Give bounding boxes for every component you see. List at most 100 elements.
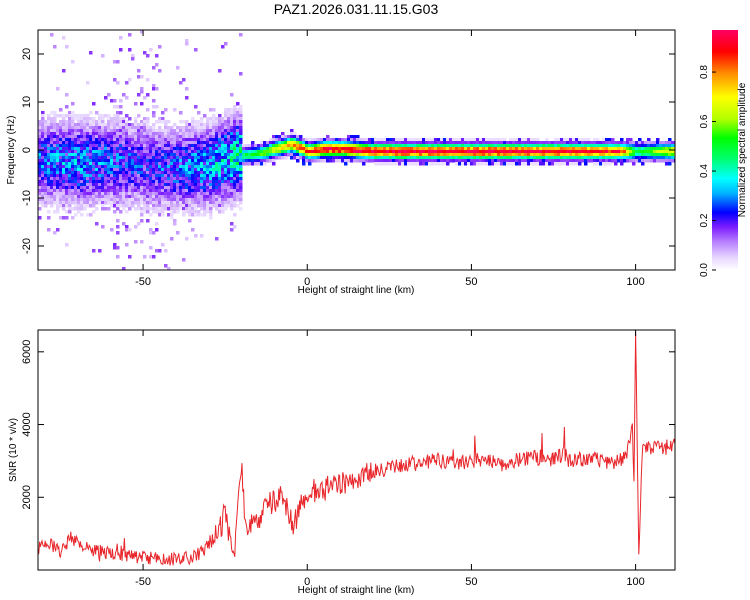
heat-cell xyxy=(143,171,147,175)
heat-cell xyxy=(245,150,249,154)
heat-cell xyxy=(152,177,156,181)
heat-cell xyxy=(308,144,312,148)
heat-cell xyxy=(83,150,87,154)
heat-cell xyxy=(491,138,495,142)
heat-cell xyxy=(140,135,144,139)
heat-cell xyxy=(59,189,63,193)
heat-cell xyxy=(530,159,534,163)
heat-cell xyxy=(128,228,132,232)
heat-cell xyxy=(233,168,237,172)
heat-cell xyxy=(68,180,72,184)
heat-cell xyxy=(185,207,189,211)
heat-cell xyxy=(509,156,513,160)
heat-cell xyxy=(92,156,96,160)
heat-cell xyxy=(179,201,183,205)
heat-cell xyxy=(458,162,462,166)
heat-cell xyxy=(194,150,198,154)
heat-cell xyxy=(158,201,162,205)
heat-cell xyxy=(56,228,60,232)
heat-cell xyxy=(470,150,474,154)
heat-cell xyxy=(245,153,249,157)
heat-cell xyxy=(203,150,207,154)
heat-cell xyxy=(191,207,195,211)
heat-cell xyxy=(179,189,183,193)
heat-cell xyxy=(80,126,84,130)
heat-cell xyxy=(350,144,354,148)
heat-cell xyxy=(254,159,258,163)
heat-cell xyxy=(548,150,552,154)
heat-cell xyxy=(215,207,219,211)
heat-cell xyxy=(293,132,297,136)
heat-cell xyxy=(650,144,654,148)
heat-cell xyxy=(104,174,108,178)
heat-cell xyxy=(71,141,75,145)
heat-cell xyxy=(557,138,561,142)
heat-cell xyxy=(47,120,51,124)
heat-cell xyxy=(71,102,75,106)
heat-cell xyxy=(506,156,510,160)
heat-cell xyxy=(158,69,162,73)
heat-cell xyxy=(89,129,93,133)
heat-cell xyxy=(470,147,474,151)
heat-cell xyxy=(131,156,135,160)
heat-cell xyxy=(101,165,105,169)
heat-cell xyxy=(143,147,147,151)
heat-cell xyxy=(56,141,60,145)
heat-cell xyxy=(74,165,78,169)
heat-cell xyxy=(71,201,75,205)
heat-cell xyxy=(128,117,132,121)
heat-cell xyxy=(212,123,216,127)
heat-cell xyxy=(104,183,108,187)
heat-cell xyxy=(623,144,627,148)
heat-cell xyxy=(209,180,213,184)
heat-cell xyxy=(446,156,450,160)
heat-cell xyxy=(239,150,243,154)
heat-cell xyxy=(131,177,135,181)
heat-cell xyxy=(155,156,159,160)
heat-cell xyxy=(89,195,93,199)
heat-cell xyxy=(215,159,219,163)
heat-cell xyxy=(86,213,90,217)
heat-cell xyxy=(233,150,237,154)
heat-cell xyxy=(188,162,192,166)
heat-cell xyxy=(131,126,135,130)
heat-cell xyxy=(485,138,489,142)
heat-cell xyxy=(329,150,333,154)
heat-cell xyxy=(218,120,222,124)
heat-cell xyxy=(188,123,192,127)
heat-cell xyxy=(221,123,225,127)
heat-cell xyxy=(332,144,336,148)
heat-cell xyxy=(425,138,429,142)
heat-cell xyxy=(296,150,300,154)
heat-cell xyxy=(215,117,219,121)
heat-cell xyxy=(572,159,576,163)
heat-cell xyxy=(92,117,96,121)
heat-cell xyxy=(113,150,117,154)
heat-cell xyxy=(53,210,57,214)
heat-cell xyxy=(656,144,660,148)
heat-cell xyxy=(44,204,48,208)
heat-cell xyxy=(77,126,81,130)
heat-cell xyxy=(95,201,99,205)
heat-cell xyxy=(212,108,216,112)
heat-cell xyxy=(602,153,606,157)
heat-cell xyxy=(596,141,600,145)
heat-cell xyxy=(332,156,336,160)
heat-cell xyxy=(131,201,135,205)
heat-cell xyxy=(152,135,156,139)
heat-cell xyxy=(59,135,63,139)
heat-cell xyxy=(461,141,465,145)
heat-cell xyxy=(80,162,84,166)
heat-cell xyxy=(530,147,534,151)
heat-cell xyxy=(200,132,204,136)
heat-cell xyxy=(218,144,222,148)
heat-cell xyxy=(62,153,66,157)
heat-cell xyxy=(170,195,174,199)
heat-cell xyxy=(50,201,54,205)
heat-cell xyxy=(326,156,330,160)
heat-cell xyxy=(77,144,81,148)
heat-cell xyxy=(176,135,180,139)
heat-cell xyxy=(173,183,177,187)
heat-cell xyxy=(632,141,636,145)
heat-cell xyxy=(542,153,546,157)
